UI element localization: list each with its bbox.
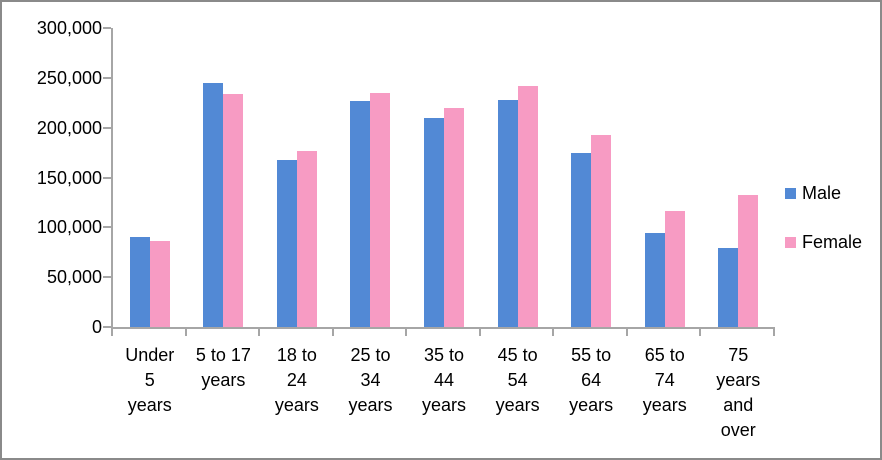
x-axis-labels: Under 5 years 5 to 17 years 18 to 24 years… [113,343,775,443]
bar-group [334,28,408,327]
plot-area [103,27,775,329]
x-axis-category-label: 5 to 17 years [195,345,251,390]
female-bar [149,241,170,327]
x-tick-mark [111,327,113,336]
legend-item-male: Male [785,183,862,204]
x-tick-mark [699,327,702,336]
legend-label: Female [802,232,863,252]
x-axis-category-label: 18 to 24 years [274,345,319,415]
x-tick-mark [552,327,555,336]
x-axis-category-label: Under 5 years [125,345,175,415]
female-bar [223,94,244,327]
y-tick-mark [103,276,111,279]
male-bar [644,233,665,327]
female-bar [517,86,538,327]
male-bar [203,83,224,327]
female-bar [664,211,685,327]
x-tick-mark [625,327,628,336]
y-tick-mark [103,326,111,328]
x-tick-mark [405,327,408,336]
legend: Male Female [785,183,862,281]
x-axis-category-label: 65 to 74 years [642,345,687,415]
x-tick-mark [773,327,775,336]
y-tick-mark [103,27,111,29]
y-axis-tick-label: 0 [91,317,102,337]
y-tick-mark [103,126,111,129]
legend-label: Male [802,183,842,203]
x-tick-mark [184,327,187,336]
male-bar [571,153,592,327]
x-axis-category-label: 75 years and over [716,345,761,440]
female-bar [296,151,317,327]
bar-group [481,28,555,327]
female-bar [443,108,464,327]
male-bar [350,101,371,327]
x-axis-category-label: 25 to 34 years [348,345,393,415]
x-tick-mark [331,327,334,336]
bar-group [554,28,628,327]
y-axis-tick-label: 150,000 [36,167,102,188]
y-tick-mark [103,226,111,229]
x-axis-category-label: 55 to 64 years [569,345,614,415]
legend-item-female: Female [785,232,862,253]
y-axis-tick-label: 50,000 [46,267,102,288]
bar-group [701,28,775,327]
male-bar [497,100,518,327]
x-axis-category-label: 45 to 54 years [495,345,540,415]
x-tick-mark [478,327,481,336]
legend-marker [785,237,796,248]
male-bar [276,160,297,327]
bar-group [187,28,261,327]
bar-group [628,28,702,327]
legend-marker [785,188,796,199]
y-axis-tick-label: 100,000 [36,217,102,238]
x-axis-category-label: 35 to 44 years [422,345,467,415]
male-bar [129,237,150,327]
female-bar [591,135,612,327]
male-bar [718,248,739,327]
male-bar [423,118,444,327]
female-bar [370,93,391,327]
y-tick-mark [103,176,111,179]
y-axis-tick-label: 300,000 [36,18,102,38]
bar-group [260,28,334,327]
bar-group [407,28,481,327]
y-tick-mark [103,76,111,79]
female-bar [738,195,759,327]
bar-group [113,28,187,327]
x-tick-mark [258,327,261,336]
y-axis-tick-label: 250,000 [36,67,102,88]
y-axis-tick-label: 200,000 [36,117,102,138]
